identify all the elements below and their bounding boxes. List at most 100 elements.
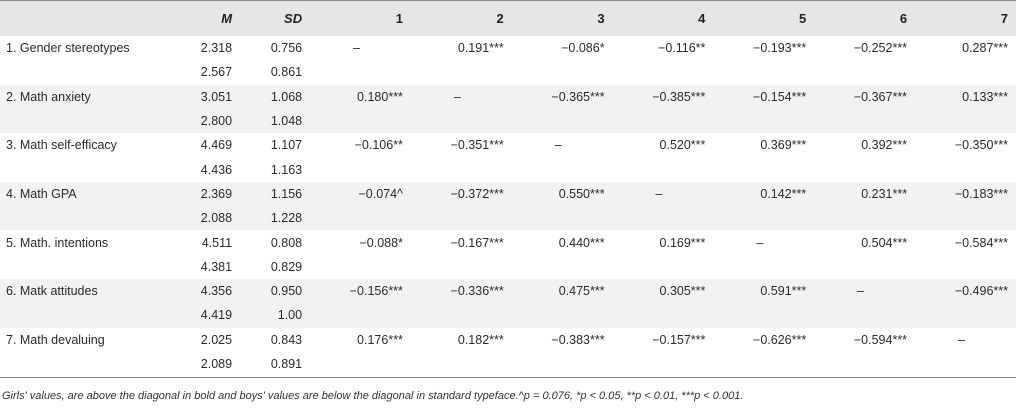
empty-cell [411, 303, 512, 327]
table-note: Girls' values, are above the diagonal in… [2, 390, 744, 402]
correlation-cell: −0.365*** [551, 89, 605, 104]
correlation-cell: 0.176*** [357, 332, 403, 347]
header-col-4: 4 [698, 10, 706, 26]
empty-cell [411, 206, 512, 230]
correlation-cell: 0.182*** [457, 332, 504, 347]
correlation-cell: 0.475*** [558, 284, 605, 299]
empty-cell [310, 109, 411, 133]
empty-cell [713, 60, 814, 84]
correlation-cell: – [756, 235, 764, 250]
correlation-cell: – [857, 284, 865, 299]
correlation-cell: 0.191*** [457, 41, 504, 56]
correlation-cell: −0.496*** [954, 284, 1008, 299]
header-col-2: 2 [496, 10, 504, 26]
empty-cell [915, 352, 1016, 376]
girls-sd: 0.843 [270, 332, 303, 347]
empty-cell [0, 255, 168, 279]
correlation-cell: – [958, 332, 965, 347]
row-label: 4. Math GPA [6, 186, 77, 201]
empty-cell [814, 255, 915, 279]
header-col-6: 6 [899, 10, 908, 26]
table-row: 2. Math anxiety 3.051 1.068 0.180*** – −0.365… [0, 84, 1016, 109]
correlation-cell: 0.305*** [659, 284, 706, 299]
header-col-3: 3 [597, 10, 605, 26]
empty-cell [713, 255, 814, 279]
empty-cell [613, 303, 714, 327]
empty-cell [713, 303, 814, 327]
correlation-cell: −0.367*** [853, 89, 908, 104]
table-row: 3. Math self-efficacy 4.469 1.107 −0.106** −… [0, 133, 1016, 157]
correlation-cell: 0.392*** [861, 138, 908, 153]
header-col-5: 5 [799, 10, 807, 26]
girls-mean: 2.318 [200, 41, 233, 56]
correlation-cell: 0.550*** [558, 186, 605, 201]
boys-mean: 2.800 [200, 114, 233, 129]
table-row: 1. Gender stereotypes 2.318 0.756 – 0.191***… [0, 36, 1016, 60]
table-row: 2.088 1.228 [0, 206, 1016, 231]
correlation-cell: −0.584*** [954, 235, 1008, 250]
boys-mean: 2.567 [200, 65, 233, 80]
correlation-cell: 0.231*** [861, 186, 908, 201]
table-row: 2.800 1.048 [0, 108, 1016, 134]
header-label [0, 0, 168, 36]
empty-cell [411, 352, 512, 376]
correlation-cell: 0.169*** [659, 235, 706, 250]
correlation-cell: −0.086* [561, 41, 605, 56]
empty-cell [512, 303, 613, 327]
empty-cell [814, 109, 915, 133]
empty-cell [613, 206, 714, 230]
table-row: 4.436 1.163 [0, 157, 1016, 181]
girls-sd: 1.156 [270, 186, 303, 201]
row-label: 6. Matk attitudes [6, 284, 98, 299]
boys-sd: 1.163 [270, 162, 303, 177]
correlation-cell: – [353, 41, 360, 56]
empty-cell [915, 109, 1016, 133]
empty-cell [512, 352, 613, 376]
correlation-cell: −0.116** [658, 41, 706, 56]
girls-mean: 2.369 [200, 186, 233, 201]
empty-cell [915, 157, 1016, 181]
empty-cell [0, 157, 168, 181]
bottom-rule [0, 377, 1016, 378]
correlation-table: M SD 1 2 3 4 5 6 7 1. Gender stereotypes… [0, 0, 1016, 376]
correlation-cell: 0.287*** [962, 41, 1008, 56]
correlation-cell: −0.626*** [753, 332, 807, 347]
boys-mean: 2.089 [200, 357, 233, 371]
table-row: 4. Math GPA 2.369 1.156 −0.074^ −0.372*** 0.5… [0, 181, 1016, 207]
girls-sd: 1.107 [270, 138, 303, 153]
empty-cell [0, 303, 168, 327]
row-label: 5. Math. intentions [6, 235, 109, 250]
row-label: 3. Math self-efficacy [6, 138, 117, 153]
correlation-cell: 0.504*** [861, 235, 908, 250]
table-header: M SD 1 2 3 4 5 6 7 [0, 0, 1016, 36]
correlation-cell: −0.106** [354, 138, 403, 153]
correlation-cell: −0.088* [359, 235, 403, 250]
correlation-cell: −0.350*** [954, 138, 1008, 153]
empty-cell [512, 255, 613, 279]
girls-sd: 0.808 [270, 235, 303, 250]
correlation-cell: 0.180*** [357, 89, 403, 104]
header-col-1: 1 [395, 10, 403, 26]
header-col-7: 7 [1000, 10, 1008, 26]
table-row: 4.381 0.829 [0, 255, 1016, 279]
correlation-cell: 0.133*** [962, 89, 1008, 104]
empty-cell [310, 352, 411, 376]
table-row: 7. Math devaluing 2.025 0.843 0.176*** 0.182… [0, 328, 1016, 352]
girls-mean: 4.356 [200, 284, 233, 299]
correlation-cell: −0.154*** [753, 89, 807, 104]
row-label: 2. Math anxiety [6, 89, 91, 104]
empty-cell [411, 255, 512, 279]
empty-cell [310, 303, 411, 327]
empty-cell [814, 60, 915, 84]
correlation-cell: 0.440*** [558, 235, 605, 250]
correlation-cell: 0.520*** [659, 138, 706, 153]
correlation-cell: – [655, 186, 663, 201]
correlation-cell: −0.351*** [450, 138, 504, 153]
empty-cell [310, 255, 411, 279]
boys-sd: 1.048 [270, 114, 303, 129]
table-body: 1. Gender stereotypes 2.318 0.756 – 0.191***… [0, 36, 1016, 376]
boys-sd: 1.00 [277, 308, 303, 323]
empty-cell [713, 206, 814, 230]
empty-cell [0, 109, 168, 133]
empty-cell [613, 255, 714, 279]
